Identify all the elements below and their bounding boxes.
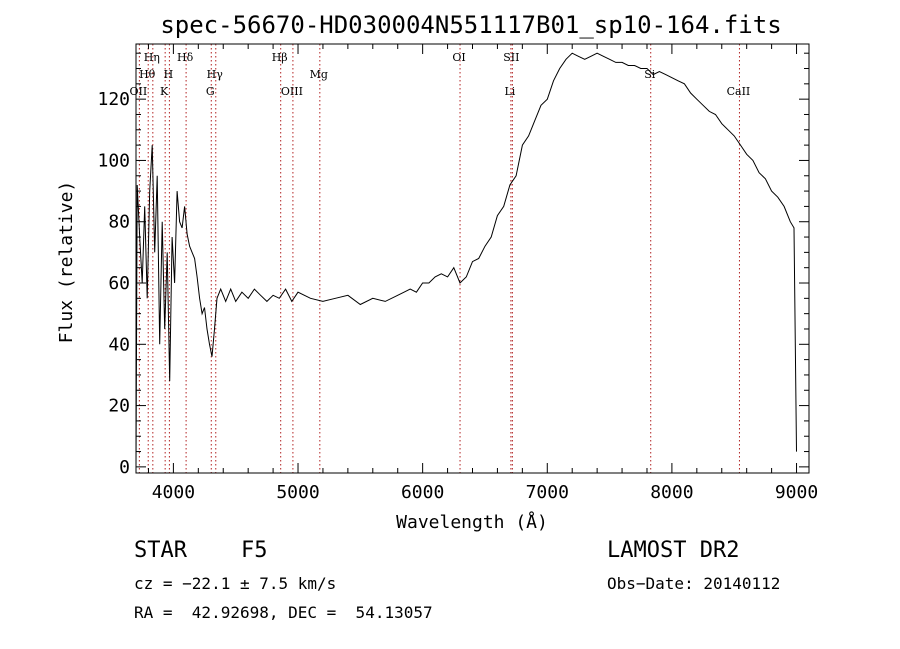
line-marker-label: CaII — [727, 85, 751, 98]
line-marker-label: Hδ — [177, 51, 194, 64]
line-marker-label: OI — [452, 51, 465, 64]
x-tick-label: 5000 — [276, 482, 319, 503]
line-marker-label: Li — [504, 85, 515, 98]
object-subclass: F5 — [241, 538, 268, 563]
line-marker-label: OII — [130, 85, 148, 98]
y-tick-label: 40 — [108, 334, 130, 355]
redshift-readout: cz = −22.1 ± 7.5 km/s — [134, 574, 337, 593]
line-marker-label: Hγ — [207, 68, 224, 81]
line-marker-label: G — [206, 85, 215, 98]
line-marker-label: Mg — [310, 68, 328, 81]
line-marker-label: Hθ — [139, 68, 156, 81]
coordinates-readout: RA = 42.92698, DEC = 54.13057 — [134, 603, 433, 622]
line-marker-label: OIII — [281, 85, 303, 98]
object-class: STAR — [134, 538, 187, 563]
line-marker-label: Si — [644, 68, 656, 81]
x-axis-label: Wavelength (Å) — [396, 511, 548, 533]
y-tick-label: 60 — [108, 273, 130, 294]
line-marker-label: Hβ — [272, 51, 288, 64]
y-tick-label: 100 — [97, 150, 130, 171]
line-marker-label: Hη — [144, 51, 160, 64]
line-marker-label: SII — [503, 51, 519, 64]
observation-date: Obs−Date: 20140112 — [607, 574, 781, 593]
line-marker-label: K — [160, 85, 169, 98]
x-tick-label: 4000 — [152, 482, 195, 503]
plot-frame — [135, 43, 810, 474]
axis-ticks: 4000 5000 6000 7000 8000 9000 0 20 40 60 80 100 120 — [97, 44, 818, 503]
y-tick-label: 80 — [108, 212, 130, 233]
x-tick-label: 8000 — [650, 482, 693, 503]
x-tick-label: 9000 — [775, 482, 818, 503]
x-tick-label: 7000 — [526, 482, 569, 503]
chart-title: spec-56670-HD030004N551117B01_sp10-164.f… — [160, 11, 781, 39]
spectrum-line — [135, 52, 797, 467]
y-tick-label: 120 — [97, 89, 130, 110]
y-axis-label: Flux (relative) — [56, 181, 77, 344]
survey-label: LAMOST DR2 — [607, 538, 740, 563]
spectrum-chart: spec-56670-HD030004N551117B01_sp10-164.f… — [56, 11, 818, 533]
y-tick-label: 0 — [119, 457, 130, 478]
line-marker-label: H — [164, 68, 174, 81]
x-tick-label: 6000 — [401, 482, 444, 503]
y-tick-label: 20 — [108, 396, 130, 417]
